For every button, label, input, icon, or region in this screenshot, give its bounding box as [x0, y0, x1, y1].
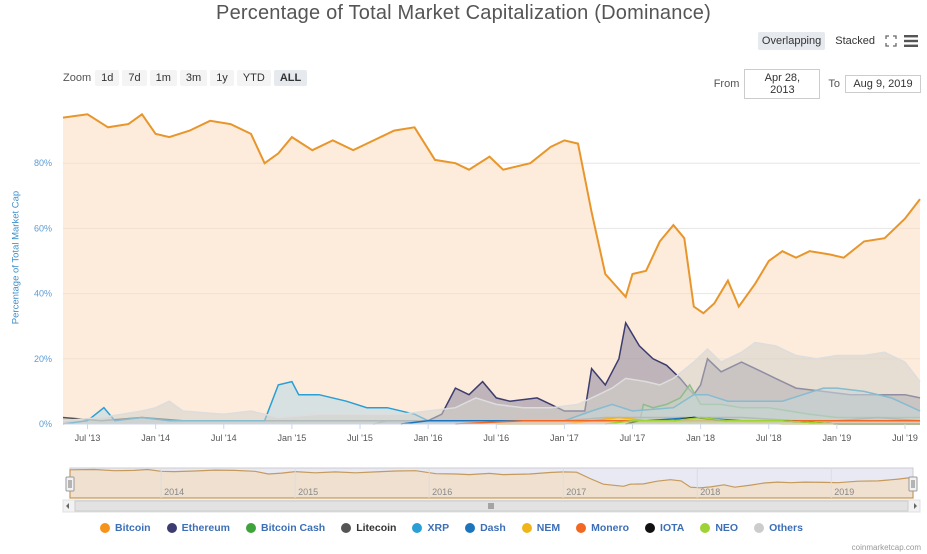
series-area-others — [63, 342, 920, 424]
legend-item-ethereum[interactable]: Ethereum — [166, 522, 231, 534]
x-tick-label: Jan '14 — [141, 433, 170, 443]
from-date-input[interactable]: Apr 28, 2013 — [744, 69, 821, 99]
legend-label: Bitcoin — [115, 522, 151, 534]
zoom-7d-button[interactable]: 7d — [122, 70, 147, 86]
legend-marker-icon — [521, 523, 532, 533]
series-line-others — [62, 341, 921, 422]
zoom-ytd-button[interactable]: YTD — [236, 70, 271, 86]
credit-text: coinmarketcap.com — [851, 543, 921, 552]
to-label: To — [828, 78, 840, 90]
date-range: From Apr 28, 2013 To Aug 9, 2019 — [714, 69, 921, 99]
legend-marker-icon — [700, 523, 711, 533]
navigator-left-handle[interactable] — [65, 476, 75, 492]
legend-item-neo[interactable]: NEO — [700, 522, 738, 534]
y-tick-label: 20% — [34, 354, 52, 364]
scroll-right-icon — [914, 503, 917, 509]
legend-item-litecoin[interactable]: Litecoin — [341, 522, 396, 534]
series-line-bitcoin — [62, 112, 921, 315]
series-area-bitcoin — [63, 114, 920, 425]
legend-item-bitcoin[interactable]: Bitcoin — [100, 522, 151, 534]
navigator-tick-label: 2018 — [700, 487, 720, 497]
legend-marker-icon — [576, 523, 587, 533]
zoom-1y-button[interactable]: 1y — [210, 70, 234, 86]
legend-item-monero[interactable]: Monero — [576, 522, 629, 534]
x-tick-label: Jan '15 — [278, 433, 307, 443]
y-axis-ticks: 0% 20% 40% 60% 80% — [34, 158, 52, 429]
to-date-input[interactable]: Aug 9, 2019 — [845, 75, 921, 93]
zoom-1m-button[interactable]: 1m — [149, 70, 177, 86]
x-tick-label: Jul '13 — [75, 433, 101, 443]
navigator-tick-label: 2014 — [164, 487, 184, 497]
x-tick-label: Jan '19 — [823, 433, 852, 443]
zoom-all-button[interactable]: ALL — [273, 70, 308, 86]
legend: Bitcoin Ethereum Bitcoin Cash Litecoin XRP Da… — [100, 522, 803, 534]
from-label: From — [713, 78, 740, 90]
legend-marker-icon — [645, 523, 656, 533]
zoom-1d-button[interactable]: 1d — [95, 70, 120, 86]
x-tick-label: Jul '19 — [892, 433, 918, 443]
navigator-tick-label: 2016 — [432, 487, 452, 497]
legend-marker-icon — [412, 523, 423, 533]
legend-marker-icon — [166, 523, 177, 533]
legend-label: NEM — [536, 522, 561, 534]
legend-label: Ethereum — [181, 522, 231, 534]
x-tick-label: Jul '16 — [483, 433, 509, 443]
x-tick-label: Jan '16 — [414, 433, 443, 443]
legend-marker-icon — [754, 523, 765, 533]
legend-item-nem[interactable]: NEM — [521, 522, 561, 534]
navigator-tick-label: 2017 — [566, 487, 586, 497]
y-tick-label: 80% — [34, 158, 52, 168]
x-tick-label: Jan '18 — [686, 433, 715, 443]
legend-marker-icon — [246, 523, 257, 533]
legend-label: XRP — [427, 522, 450, 534]
stacked-button[interactable]: Stacked — [835, 35, 875, 47]
series-areas — [62, 112, 921, 425]
legend-item-iota[interactable]: IOTA — [645, 522, 684, 534]
dominance-chart: 0% 20% 40% 60% 80% Jul '13 Jan '14 Jul '14 Jan … — [34, 112, 921, 513]
legend-label: Dash — [480, 522, 506, 534]
y-tick-label: 40% — [34, 289, 52, 299]
legend-item-xrp[interactable]: XRP — [412, 522, 449, 534]
legend-label: NEO — [715, 522, 739, 534]
scroll-left-icon — [66, 503, 69, 509]
y-tick-label: 0% — [39, 419, 52, 429]
navigator-right-handle[interactable] — [908, 476, 918, 492]
zoom-3m-button[interactable]: 3m — [179, 70, 208, 86]
zoom-label: Zoom — [63, 72, 92, 84]
legend-marker-icon — [341, 523, 352, 533]
y-tick-label: 60% — [34, 223, 52, 233]
legend-label: Monero — [591, 522, 630, 534]
legend-label: Bitcoin Cash — [261, 522, 326, 534]
overlapping-button[interactable]: Overlapping — [757, 32, 826, 50]
navigator-tick-label: 2019 — [834, 487, 854, 497]
chart-title: Percentage of Total Market Capitalizatio… — [216, 2, 711, 24]
legend-marker-icon — [465, 523, 476, 533]
x-tick-label: Jul '14 — [211, 433, 237, 443]
legend-item-dash[interactable]: Dash — [465, 522, 506, 534]
legend-item-bitcoin-cash[interactable]: Bitcoin Cash — [246, 522, 325, 534]
x-axis-ticks: Jul '13 Jan '14 Jul '14 Jan '15 Jul '15 Jan '… — [75, 424, 918, 443]
navigator-tick-label: 2015 — [298, 487, 318, 497]
series-line-neo — [605, 416, 920, 425]
legend-label: Others — [769, 522, 803, 534]
zoom-row: Zoom 1d 7d 1m 3m 1y YTD ALL — [63, 70, 310, 86]
menu-icon[interactable] — [903, 34, 919, 48]
legend-label: IOTA — [660, 522, 685, 534]
x-tick-label: Jul '17 — [620, 433, 646, 443]
legend-label: Litecoin — [356, 522, 397, 534]
x-tick-label: Jul '15 — [347, 433, 373, 443]
navigator-series — [69, 468, 914, 499]
x-tick-label: Jul '18 — [756, 433, 782, 443]
chart-toolbar: Overlapping Stacked — [757, 32, 919, 50]
legend-marker-icon — [100, 523, 110, 533]
navigator: 2014 2015 2016 2017 2018 2019 — [62, 467, 921, 513]
legend-item-others[interactable]: Others — [754, 522, 803, 534]
x-tick-label: Jan '17 — [550, 433, 579, 443]
fullscreen-icon[interactable] — [885, 35, 897, 47]
